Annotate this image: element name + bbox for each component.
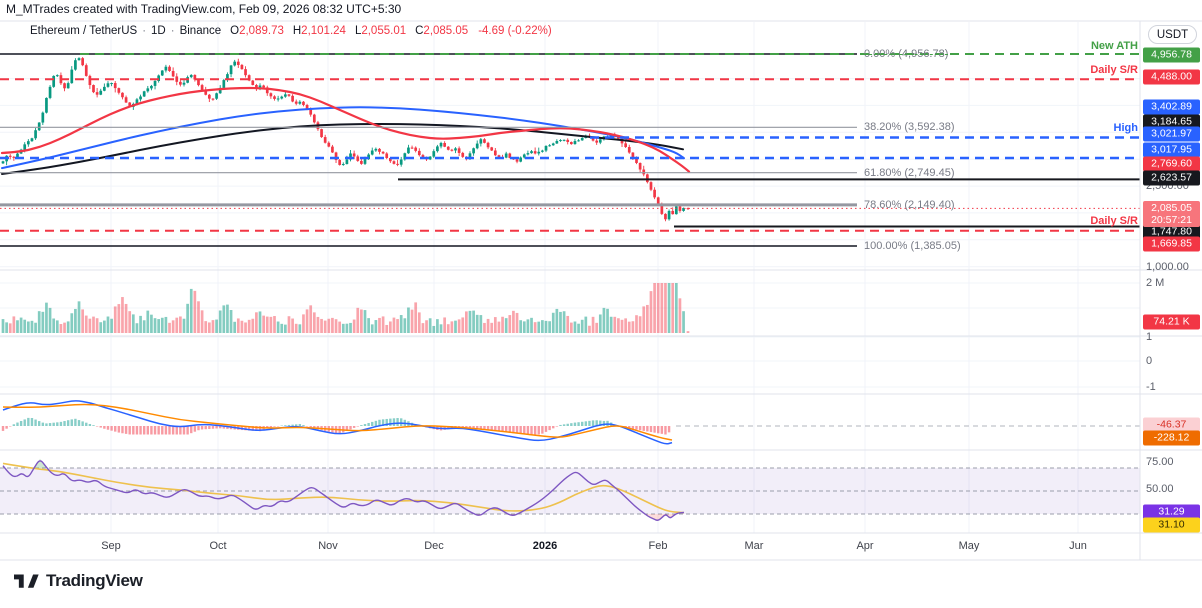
symbol-title: Ethereum / TetherUS [30,25,138,37]
time-axis[interactable] [0,533,1140,560]
fib-retracement [0,53,857,247]
ohlc-o: O2,089.73 [230,25,284,37]
legend-separator: · [170,25,175,37]
tradingview-logo[interactable]: TradingView [14,571,143,591]
legend-separator: · [142,25,147,37]
attribution-bar: M_MTrades created with TradingView.com, … [6,2,401,16]
volume-series [1,283,690,333]
horizontal-levels [0,53,1140,232]
currency-button[interactable]: USDT [1148,25,1197,44]
exchange-label: Binance [179,25,222,37]
price-axis[interactable] [1140,21,1202,560]
tradingview-logo-text: TradingView [46,571,143,590]
change-label: -4.69 (-0.22%) [478,25,552,37]
ohlc-values: O2,089.73 H2,101.24 L2,055.01 C2,085.05 [230,25,477,37]
symbol-legend: Ethereum / TetherUS · 1D · Binance O2,08… [30,25,552,37]
ohlc-c: C2,085.05 [415,25,469,37]
interval-label: 1D [151,25,166,37]
ohlc-h: H2,101.24 [292,25,346,37]
ohlc-l: L2,055.01 [354,25,407,37]
macd-panel [1,400,1140,445]
attribution-text: M_MTrades created with TradingView.com, … [6,2,402,16]
tradingview-logo-icon [14,574,39,588]
rsi-panel [2,458,685,521]
gridlines [0,22,1140,533]
moving-averages [0,86,691,175]
panel-frame [0,20,1202,561]
candlestick-series [1,57,690,222]
